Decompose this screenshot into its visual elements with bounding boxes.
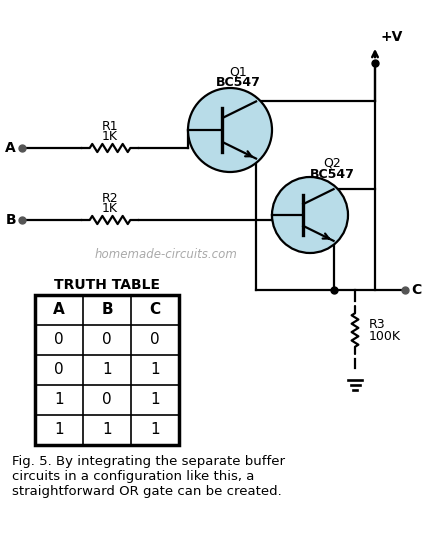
Text: Q1: Q1: [229, 66, 247, 78]
Text: homemade-circuits.com: homemade-circuits.com: [95, 249, 238, 262]
Text: 1: 1: [150, 362, 160, 378]
Text: 0: 0: [54, 362, 64, 378]
Text: 0: 0: [150, 332, 160, 347]
Text: 1: 1: [150, 423, 160, 438]
Text: Q2: Q2: [323, 156, 341, 170]
Text: C: C: [411, 283, 421, 297]
Text: A: A: [53, 302, 65, 317]
Text: R1: R1: [102, 120, 118, 133]
Circle shape: [188, 88, 272, 172]
Text: 0: 0: [54, 332, 64, 347]
Text: BC547: BC547: [310, 168, 354, 180]
Circle shape: [272, 177, 348, 253]
Text: 100K: 100K: [369, 330, 401, 343]
Text: 0: 0: [102, 393, 112, 408]
Text: 1: 1: [102, 362, 112, 378]
Text: 1: 1: [54, 393, 64, 408]
Text: A: A: [5, 141, 16, 155]
Text: 1: 1: [150, 393, 160, 408]
Bar: [35, 295, 179, 445]
Text: TRUTH TABLE: TRUTH TABLE: [54, 278, 160, 292]
Text: C: C: [149, 302, 160, 317]
Text: 0: 0: [102, 332, 112, 347]
Text: B: B: [101, 302, 113, 317]
Text: +V: +V: [381, 30, 403, 44]
Text: 1: 1: [54, 423, 64, 438]
Text: R3: R3: [369, 317, 386, 330]
Text: BC547: BC547: [215, 76, 260, 90]
Text: B: B: [6, 213, 16, 227]
Text: Fig. 5. By integrating the separate buffer
circuits in a configuration like this: Fig. 5. By integrating the separate buff…: [12, 455, 285, 498]
Text: R2: R2: [102, 192, 118, 205]
Text: 1: 1: [102, 423, 112, 438]
Text: 1K: 1K: [102, 202, 118, 215]
Text: 1K: 1K: [102, 130, 118, 143]
